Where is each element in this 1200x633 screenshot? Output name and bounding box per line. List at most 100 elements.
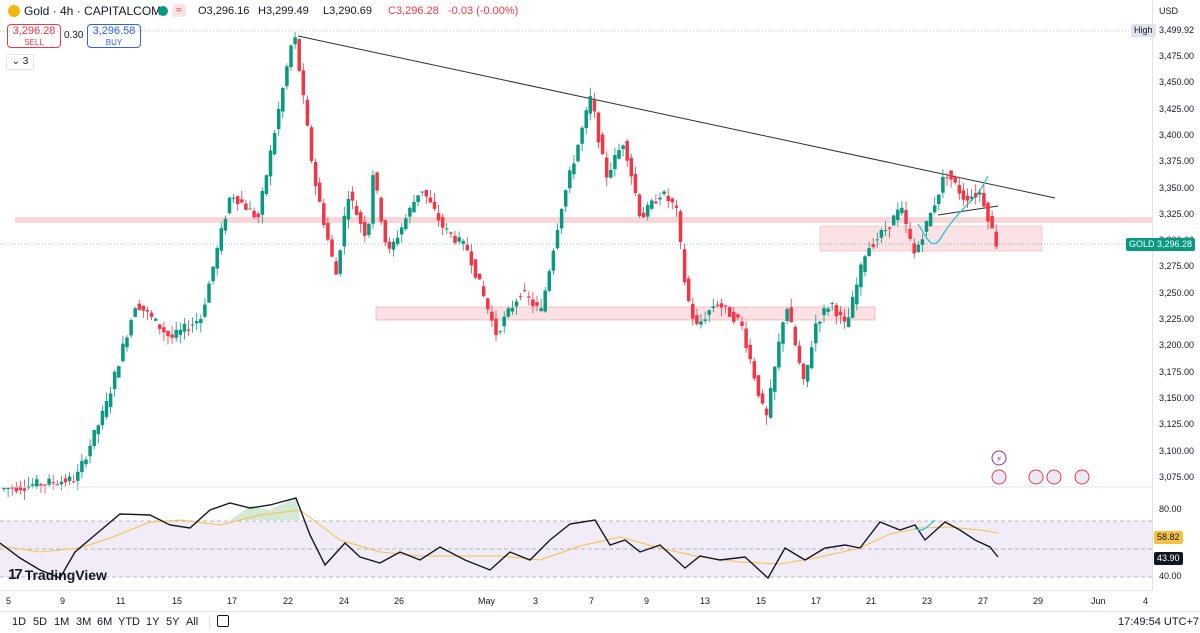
- resistance-zone: [15, 217, 1152, 223]
- rsi-ma-tag: 58.82: [1154, 531, 1183, 544]
- candle-body: [153, 318, 158, 321]
- us-flag-icon: [1046, 469, 1062, 485]
- tradingview-logo-icon: 17: [8, 566, 23, 583]
- lightning-icon: ⚡: [996, 455, 1002, 465]
- us-flag-icon: [991, 469, 1007, 485]
- candle-body: [855, 284, 859, 305]
- candle-body: [100, 410, 105, 425]
- candle-body: [584, 110, 588, 129]
- candle-body: [986, 202, 990, 222]
- candle-body: [469, 251, 474, 266]
- tradingview-logo[interactable]: 17 TradingView: [8, 566, 107, 583]
- candle-body: [194, 321, 199, 324]
- candle-body: [416, 195, 420, 203]
- chevron-down-icon: ⌄: [11, 56, 21, 67]
- candle-body: [953, 176, 957, 183]
- candle-body: [387, 241, 392, 249]
- candle-body: [63, 478, 68, 483]
- symbol-title[interactable]: Gold · 4h · CAPITALCOM: [24, 4, 162, 18]
- candle-body: [162, 327, 166, 333]
- candle-body: [514, 301, 519, 307]
- indicators-toggle[interactable]: ⌄ 3: [6, 54, 34, 70]
- timeframe-6m[interactable]: 6M: [97, 616, 113, 628]
- candle-body: [375, 172, 379, 191]
- timeframe-1d[interactable]: 1D: [12, 616, 27, 628]
- candle-body: [108, 393, 113, 407]
- candle-body: [961, 190, 966, 200]
- candle-body: [518, 296, 523, 298]
- candle-body: [850, 296, 855, 318]
- rsi-value-tag: 43.90: [1154, 552, 1183, 565]
- candle-body: [149, 312, 154, 317]
- candle-body: [707, 310, 711, 315]
- candle-body: [486, 298, 490, 310]
- candle-body: [809, 347, 814, 369]
- candle-body: [404, 218, 408, 230]
- candle-body: [2, 487, 6, 490]
- candle-body: [695, 315, 699, 325]
- candle-body: [412, 201, 416, 213]
- date-range-icon[interactable]: [217, 615, 229, 627]
- candle-body: [207, 283, 211, 303]
- candle-body: [219, 228, 224, 251]
- candle-body: [211, 266, 215, 282]
- candle-body: [186, 329, 191, 331]
- timeframe-3m[interactable]: 3M: [76, 616, 92, 628]
- candle-body: [170, 334, 174, 338]
- candle-body: [43, 484, 47, 486]
- candle-body: [941, 176, 945, 193]
- candle-body: [793, 327, 798, 346]
- timeframe-1y[interactable]: 1Y: [146, 616, 160, 628]
- timeframe-all[interactable]: All: [186, 616, 199, 628]
- price-axis[interactable]: USD High 3,499.92 3,475.00 3,450.00 3,425.…: [1126, 0, 1200, 590]
- candle-body: [727, 307, 732, 317]
- candle-body: [617, 149, 621, 159]
- candle-body: [379, 197, 383, 222]
- candle-body: [133, 308, 137, 317]
- demand-zone: [375, 306, 876, 321]
- candle-body: [55, 484, 60, 486]
- candle-body: [313, 161, 318, 187]
- candle-body: [916, 244, 921, 253]
- candle-body: [322, 203, 326, 226]
- timeframe-5d[interactable]: 5D: [33, 616, 48, 628]
- candle-body: [80, 460, 84, 473]
- candle-body: [166, 330, 170, 337]
- candle-body: [457, 237, 461, 242]
- time-axis[interactable]: 5 9 11 15 17 22 24 26 May 3 7 9 13 15 17 21 23 27 29 Jun 4: [0, 590, 1152, 611]
- candle-body: [289, 45, 293, 68]
- candle-body: [18, 485, 23, 490]
- ohlc-open: O3,296.16: [198, 5, 250, 17]
- ohlc-change: -0.03 (-0.00%): [448, 5, 519, 17]
- candle-body: [674, 205, 679, 208]
- candle-body: [826, 308, 830, 312]
- candle-body: [117, 366, 121, 378]
- candle-body: [547, 271, 552, 291]
- rsi-tick-40: 40.00: [1159, 571, 1182, 581]
- candle-body: [621, 145, 625, 149]
- candle-body: [723, 305, 728, 307]
- timeframe-ytd[interactable]: YTD: [118, 616, 140, 628]
- price-chart[interactable]: ⚡: [0, 0, 1152, 590]
- candle-body: [834, 305, 839, 317]
- high-value: 3,499.92: [1159, 25, 1195, 35]
- candle-body: [453, 235, 457, 243]
- candle-body: [912, 243, 916, 254]
- currency-label[interactable]: USD: [1159, 6, 1179, 16]
- gold-logo-icon: [8, 5, 20, 17]
- candle-body: [440, 217, 445, 228]
- candle-body: [965, 195, 970, 201]
- clock[interactable]: 17:49:54 UTC+7: [1118, 616, 1200, 628]
- timeframe-1m[interactable]: 1M: [54, 616, 70, 628]
- time-tick: 9: [60, 596, 66, 606]
- candle-body: [580, 127, 584, 144]
- candle-body: [527, 296, 531, 298]
- price-tick: 3,225.00: [1159, 314, 1195, 324]
- candle-body: [908, 228, 912, 239]
- timeframe-5y[interactable]: 5Y: [166, 616, 180, 628]
- candle-body: [305, 99, 310, 126]
- buy-button[interactable]: 3,296.58 BUY: [87, 24, 141, 48]
- time-tick: 22: [283, 596, 294, 606]
- candle-body: [182, 323, 187, 332]
- candle-body: [699, 321, 703, 325]
